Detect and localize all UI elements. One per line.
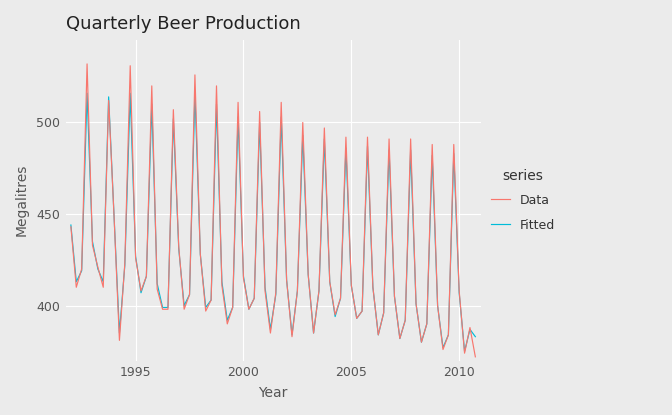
Data [396, 336, 404, 341]
Fitted [396, 336, 404, 341]
Fitted [67, 222, 75, 227]
Text: Quarterly Beer Production: Quarterly Beer Production [65, 15, 300, 33]
Data [282, 278, 290, 283]
Data [67, 225, 75, 229]
Y-axis label: Megalitres: Megalitres [15, 164, 29, 237]
Fitted [460, 349, 468, 354]
Fitted [212, 102, 220, 107]
Fitted [282, 278, 290, 283]
Fitted [110, 213, 118, 218]
Line: Data: Data [71, 64, 475, 357]
Data [331, 312, 339, 317]
Line: Fitted: Fitted [71, 93, 475, 352]
Fitted [331, 314, 339, 319]
Data [83, 61, 91, 66]
Data [212, 83, 220, 88]
Fitted [83, 91, 91, 96]
Legend: Data, Fitted: Data, Fitted [491, 169, 555, 232]
X-axis label: Year: Year [259, 386, 288, 400]
Fitted [471, 334, 479, 339]
Data [471, 354, 479, 359]
Data [342, 134, 350, 139]
Fitted [342, 146, 350, 151]
Data [110, 213, 118, 218]
